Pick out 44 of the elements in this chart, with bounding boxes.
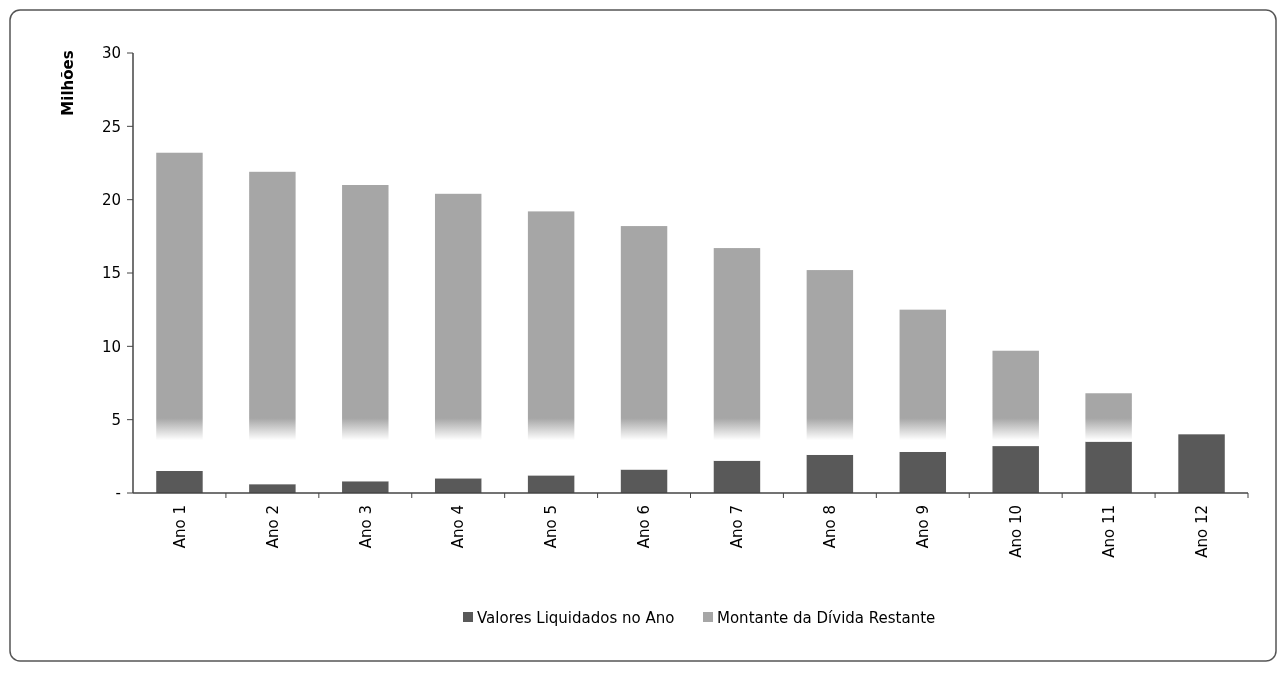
y-tick-label: - [115,484,121,503]
bar [342,185,389,482]
x-tick-label: Ano 2 [263,505,282,549]
y-tick-label: 5 [111,410,121,429]
y-tick-label: 10 [101,337,121,356]
bar [249,484,296,493]
bar [342,481,389,493]
x-tick-label: Ano 10 [1006,505,1025,558]
bar [434,478,482,493]
bar [992,350,1039,447]
x-tick-label: Ano 6 [635,505,654,549]
legend-label: Montante da Dívida Restante [717,609,936,628]
x-tick-label: Ano 3 [356,505,375,549]
bar [620,226,668,470]
x-tick-label: Ano 8 [821,505,840,549]
y-tick-label: 15 [101,264,121,283]
x-tick-label: Ano 4 [449,505,468,549]
bar [156,471,203,493]
y-tick-label: 30 [101,44,121,63]
x-tick-label: Ano 5 [542,505,561,549]
bar [1178,434,1225,493]
bar [713,460,761,493]
x-tick-label: Ano 9 [914,505,933,549]
y-axis-title: Milhões [59,50,77,116]
bar [434,193,482,479]
bar [899,309,947,452]
bar [713,248,761,461]
bar [1085,393,1132,442]
bar [1085,441,1132,493]
bar [249,171,296,485]
bar [527,211,575,476]
bar [992,446,1039,493]
y-tick-label: 25 [101,117,121,136]
bar [527,475,575,493]
x-tick-label: Ano 7 [728,505,747,549]
legend-label: Valores Liquidados no Ano [477,609,675,628]
x-tick-label: Ano 12 [1192,505,1211,558]
y-tick-label: 20 [101,190,121,209]
x-tick-label: Ano 11 [1099,505,1118,558]
bar [806,454,854,493]
bar [806,270,854,455]
x-tick-label: Ano 1 [170,505,189,549]
bar [899,451,947,493]
bar [620,469,668,493]
